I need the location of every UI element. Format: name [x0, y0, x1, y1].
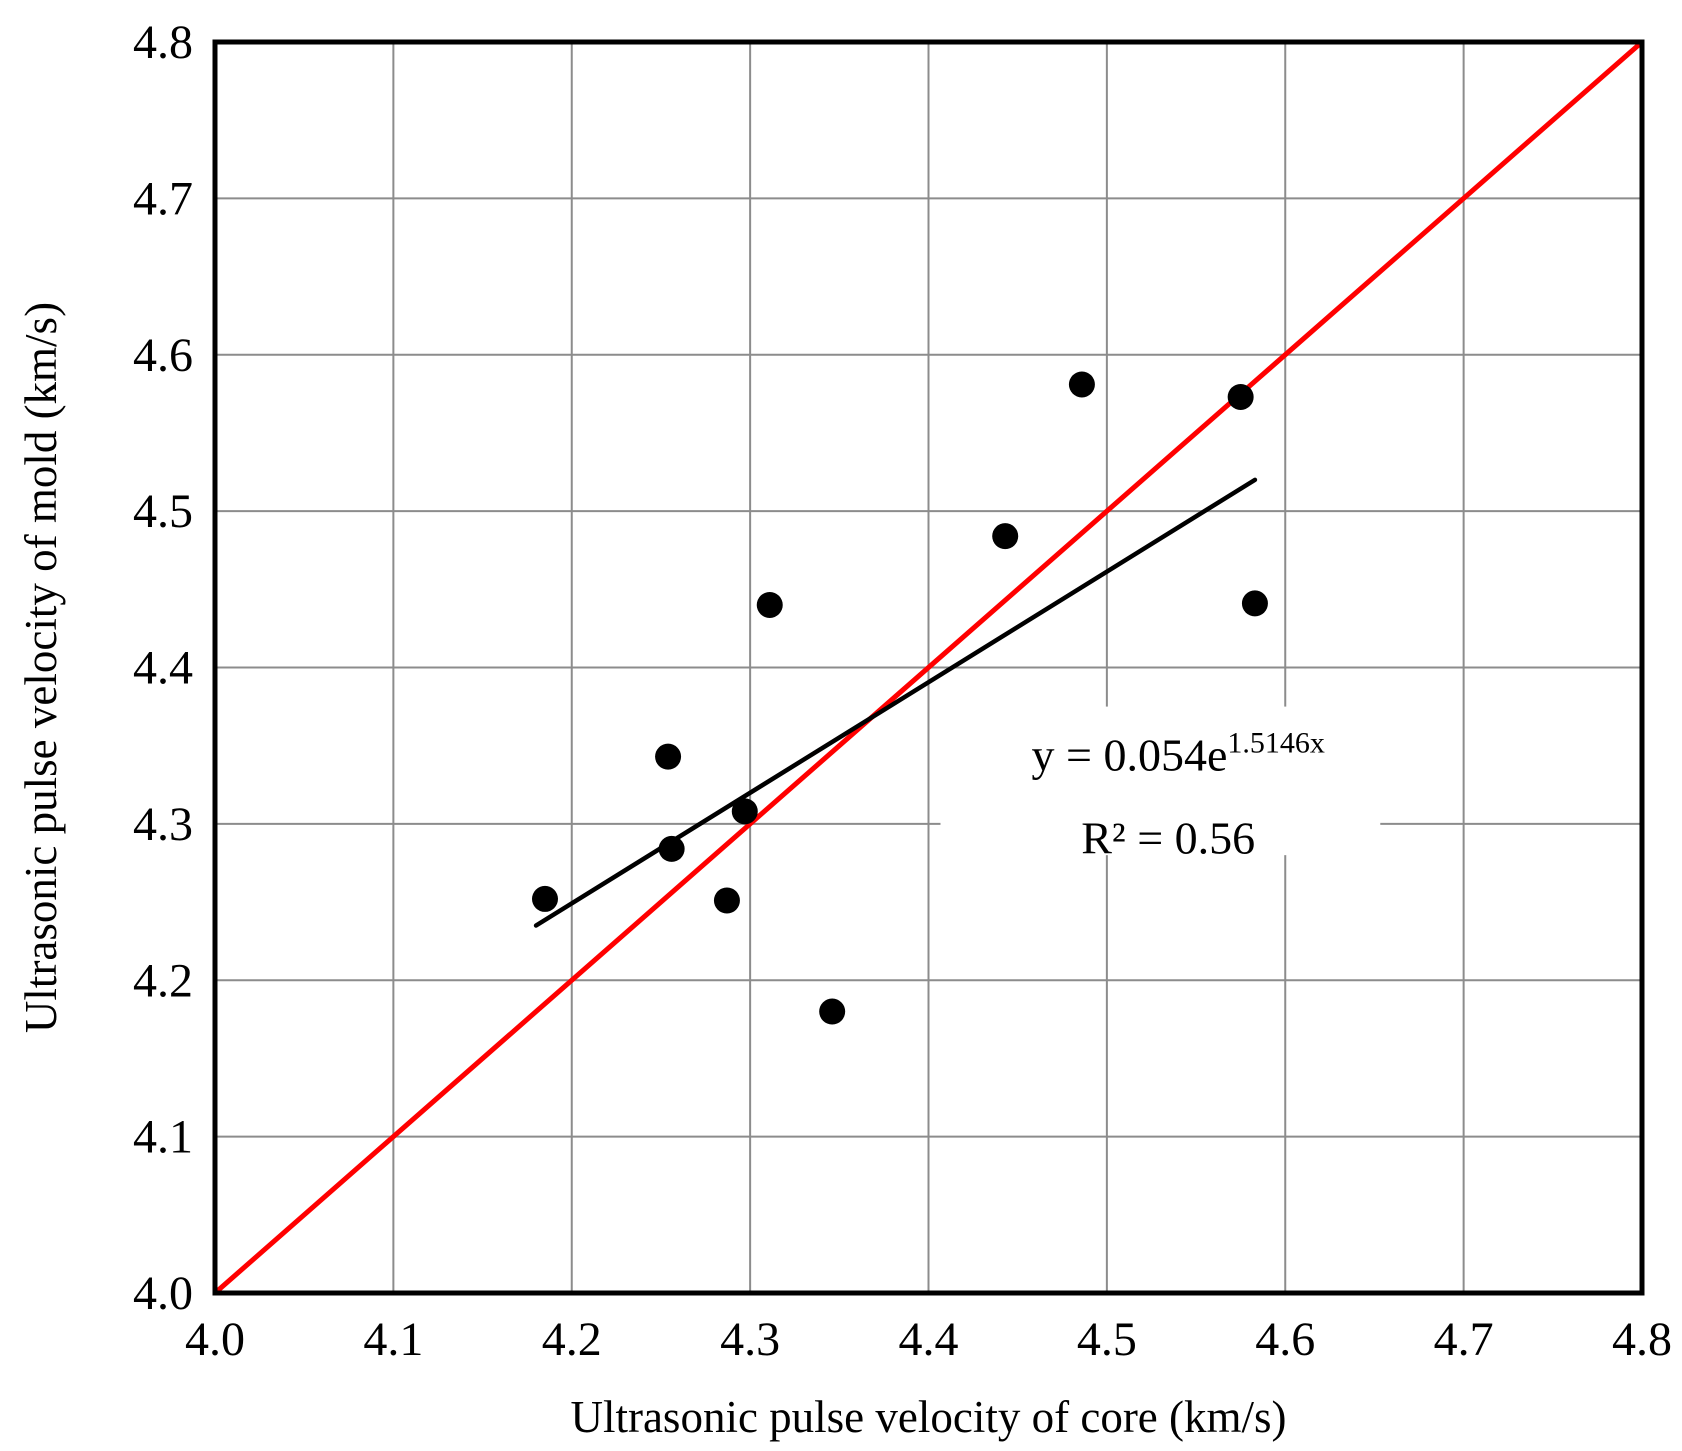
- equation-annotation: y = 0.054e1.5146x R² = 0.56: [940, 706, 1381, 864]
- reference-line: [212, 39, 1645, 1296]
- x-tick-label: 4.8: [1612, 1313, 1672, 1366]
- y-tick-label: 4.7: [133, 172, 193, 225]
- equation-base: y = 0.054e: [1032, 730, 1228, 781]
- data-points: [531, 371, 1268, 1025]
- y-tick-label: 4.0: [133, 1267, 193, 1320]
- equation-exponent: 1.5146x: [1227, 727, 1325, 760]
- x-tick-label: 4.0: [185, 1313, 245, 1366]
- plot-frame: [212, 39, 1645, 1296]
- reference-line-group: [212, 39, 1645, 1296]
- data-point: [756, 591, 783, 618]
- r-squared-label: R² = 0.56: [1081, 813, 1255, 864]
- data-point: [731, 798, 758, 825]
- x-tick-labels: 4.0 4.1 4.2 4.3 4.4 4.5 4.6 4.7 4.8: [185, 1313, 1672, 1366]
- y-tick-label: 4.6: [133, 329, 193, 382]
- data-point: [819, 998, 846, 1025]
- y-axis-title: Ultrasonic pulse velocity of mold (km/s): [16, 302, 66, 1033]
- equation-background: [940, 706, 1381, 856]
- x-tick-label: 4.1: [363, 1313, 423, 1366]
- trendline-group: [533, 477, 1258, 928]
- data-point: [655, 743, 682, 770]
- data-point: [531, 885, 558, 912]
- data-point: [1068, 371, 1095, 398]
- x-tick-label: 4.2: [542, 1313, 602, 1366]
- y-tick-label: 4.4: [133, 642, 193, 695]
- data-point: [992, 523, 1019, 550]
- data-point: [1227, 383, 1254, 410]
- x-tick-label: 4.3: [720, 1313, 780, 1366]
- y-tick-label: 4.3: [133, 798, 193, 851]
- data-point: [658, 835, 685, 862]
- y-tick-label: 4.1: [133, 1111, 193, 1164]
- y-tick-label: 4.5: [133, 485, 193, 538]
- data-point: [713, 887, 740, 914]
- exponential-trendline: [533, 477, 1258, 928]
- y-tick-label: 4.8: [133, 16, 193, 69]
- x-axis-title: Ultrasonic pulse velocity of core (km/s): [570, 1392, 1286, 1442]
- y-tick-labels: 4.0 4.1 4.2 4.3 4.4 4.5 4.6 4.7 4.8: [133, 16, 193, 1320]
- x-tick-label: 4.7: [1434, 1313, 1494, 1366]
- x-tick-label: 4.4: [899, 1313, 959, 1366]
- trendline-equation: y = 0.054e1.5146x: [1032, 727, 1325, 781]
- x-tick-label: 4.5: [1077, 1313, 1137, 1366]
- x-tick-label: 4.6: [1255, 1313, 1315, 1366]
- data-point: [1241, 590, 1268, 617]
- y-tick-label: 4.2: [133, 954, 193, 1007]
